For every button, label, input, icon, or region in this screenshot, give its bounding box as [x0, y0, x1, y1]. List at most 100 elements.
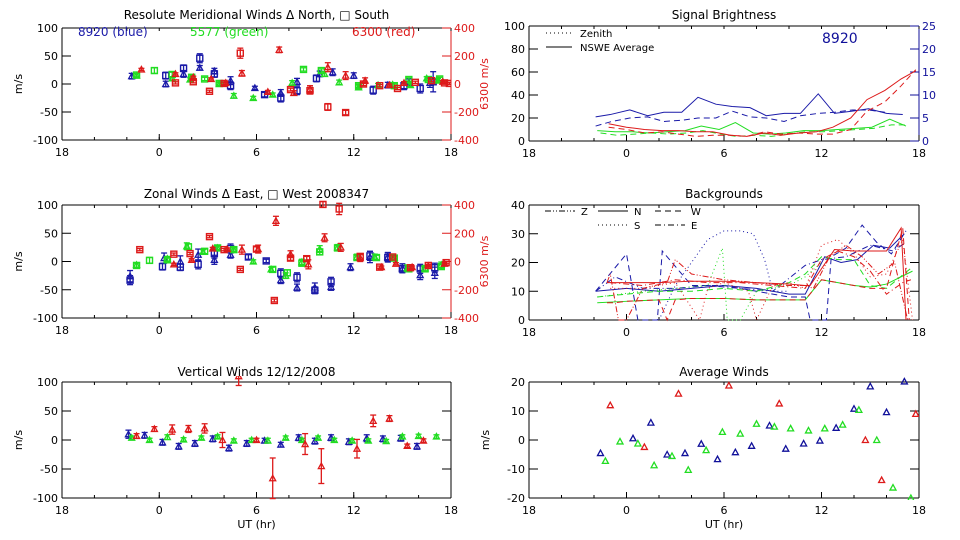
data-point-square	[150, 66, 159, 75]
series-6300-south	[171, 47, 451, 117]
data-point-square	[372, 253, 381, 262]
panel-vertical: Vertical Winds 12/12/2008 18 0 6 12 18 100 50 0 -…	[12, 365, 458, 531]
y-tick-label: 100	[37, 376, 58, 389]
data-point-triangle	[888, 483, 898, 491]
data-point-triangle	[391, 259, 400, 267]
x-tick-label: 0	[623, 147, 630, 160]
data-point-triangle	[752, 419, 761, 427]
y-tick-label-right: 10	[922, 89, 936, 102]
y-tick-label: 60	[511, 66, 525, 79]
data-point-triangle	[804, 426, 813, 434]
data-point-triangle	[304, 259, 313, 268]
data-point-square	[220, 79, 228, 88]
data-point-triangle	[174, 442, 183, 450]
data-point-square	[356, 252, 364, 261]
y-tick-label: 40	[511, 199, 525, 212]
data-point-triangle	[866, 381, 875, 390]
data-point-square	[184, 243, 193, 251]
data-point-square	[136, 245, 144, 254]
data-point-triangle	[849, 404, 859, 412]
data-point-triangle	[674, 389, 683, 397]
data-point-triangle	[210, 255, 219, 263]
legend-label: S	[634, 221, 640, 232]
data-point-triangle	[385, 80, 394, 89]
series-5577	[601, 405, 915, 500]
data-point-square	[179, 64, 188, 73]
data-point-triangle	[697, 439, 706, 447]
series-5577	[127, 431, 441, 445]
data-point-square	[316, 248, 324, 256]
series-line-8920-e	[595, 241, 907, 292]
x-tick-label: 18	[55, 146, 69, 159]
data-point-triangle	[731, 447, 740, 456]
data-point-triangle	[596, 448, 605, 457]
series-8920	[596, 377, 909, 463]
y-tick-label-right: -200	[454, 106, 479, 119]
x-tick-label: 0	[156, 504, 163, 517]
data-point-triangle	[195, 63, 204, 71]
data-point-square	[306, 87, 314, 95]
data-point-triangle	[877, 475, 886, 484]
data-point-square	[359, 80, 368, 88]
legend-label: 8920 (blue)	[78, 25, 148, 39]
data-point-triangle	[179, 69, 188, 78]
annotation-label: 8920	[822, 31, 858, 47]
series-line-6300-n	[607, 226, 907, 321]
data-point-triangle	[399, 78, 409, 87]
data-point-triangle	[348, 436, 357, 444]
x-tick-label: 18	[522, 147, 536, 160]
panel-average: Average Winds 18 0 6 12 18 20 10 0 -10 -20 m/s UT (h…	[479, 365, 926, 531]
y-tick-label-right: -400	[454, 134, 479, 147]
x-tick-label: 12	[347, 146, 361, 159]
data-point-triangle	[775, 399, 784, 407]
y-tick-label: 40	[511, 89, 525, 102]
data-point-square	[132, 261, 141, 270]
data-point-triangle	[419, 436, 428, 444]
data-point-triangle	[684, 465, 693, 474]
data-point-square	[205, 87, 214, 95]
x-tick-label: 18	[444, 146, 458, 159]
data-point-triangle	[229, 436, 238, 444]
data-point-triangle	[398, 432, 407, 440]
data-point-triangle	[124, 429, 133, 438]
legend-label: E	[691, 221, 697, 232]
data-point-triangle	[237, 69, 247, 77]
y-tick-label: -10	[507, 463, 525, 476]
y-tick-label: -50	[40, 284, 58, 297]
x-tick-label: 0	[156, 324, 163, 337]
data-point-triangle	[184, 424, 193, 433]
data-point-triangle	[663, 450, 672, 458]
data-point-square	[393, 84, 402, 93]
data-point-triangle	[140, 431, 149, 439]
data-point-triangle	[412, 442, 422, 450]
series-line-6300-w	[607, 227, 910, 322]
legend-label: W	[691, 207, 701, 218]
data-point-triangle	[352, 444, 362, 452]
y-tick-label: 0	[51, 434, 58, 447]
data-point-triangle	[667, 451, 677, 460]
data-point-triangle	[323, 62, 332, 71]
data-point-square	[442, 258, 450, 267]
series-line-8920-n	[595, 233, 905, 295]
series-line-6300-zenith	[608, 69, 917, 137]
y-tick-label-right: 400	[454, 22, 475, 35]
y-tick-label: -20	[507, 492, 525, 505]
data-point-square	[312, 74, 321, 83]
data-point-square	[324, 103, 332, 111]
series-line-5577-s	[597, 247, 822, 321]
data-point-square	[286, 254, 295, 262]
data-point-square	[132, 71, 141, 79]
y-axis-label: m/s	[479, 430, 492, 450]
data-point-square	[341, 108, 350, 117]
data-point-triangle	[271, 216, 281, 224]
chart-title: Vertical Winds 12/12/2008	[177, 365, 335, 379]
data-point-square	[424, 261, 433, 270]
plot-area	[124, 376, 441, 500]
y-axis-label: m/s	[12, 74, 25, 94]
data-point-square	[286, 85, 295, 94]
data-point-square	[163, 256, 172, 264]
data-point-square	[170, 250, 178, 258]
y-tick-label-right: 5	[922, 112, 929, 125]
data-point-triangle	[628, 433, 638, 442]
data-point-triangle	[820, 424, 829, 432]
